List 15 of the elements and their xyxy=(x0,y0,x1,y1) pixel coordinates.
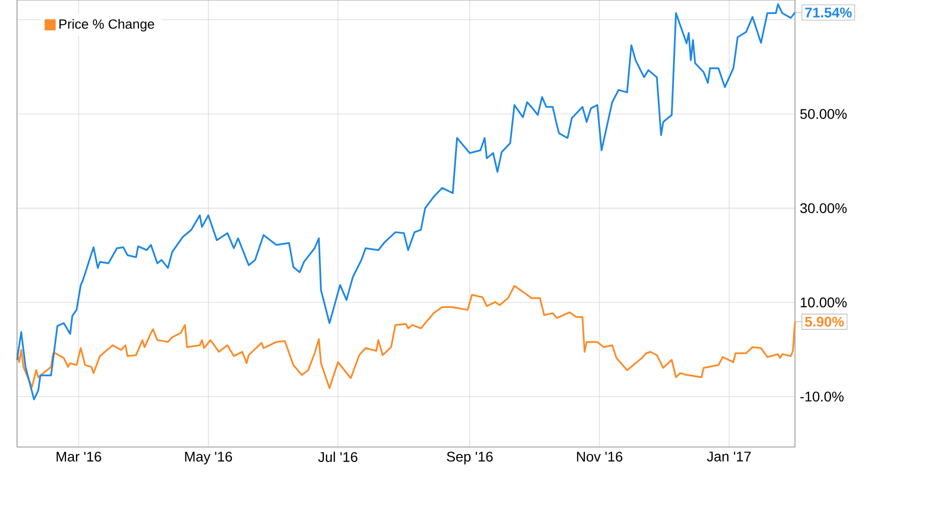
x-tick-label: Jul '16 xyxy=(318,452,358,462)
y-tick-label: 50.00% xyxy=(800,109,847,119)
x-tick-label: Mar '16 xyxy=(56,452,102,462)
x-tick-label: Sep '16 xyxy=(446,452,493,464)
y-tick-label: 10.00% xyxy=(800,297,847,308)
legend-label: Price % Change xyxy=(59,18,154,32)
x-tick-label: Jan '17 xyxy=(706,452,751,462)
x-tick-label: May '16 xyxy=(185,452,232,464)
annotation: 71.54% xyxy=(805,8,852,18)
x-tick-label: Nov '16 xyxy=(577,452,622,462)
y-tick-label: 30.00% xyxy=(800,203,847,214)
annotation: 5.90% xyxy=(805,316,844,327)
line-series xyxy=(16,285,796,389)
line-series xyxy=(16,3,796,400)
y-tick-label: -10.0% xyxy=(800,392,844,402)
